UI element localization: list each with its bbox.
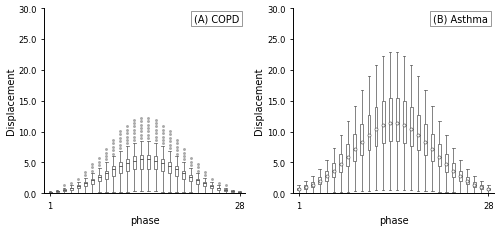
Bar [297,188,300,191]
Bar [473,182,476,187]
Bar [168,163,171,173]
Bar [304,185,307,189]
Bar [140,155,143,169]
Bar [62,189,66,191]
Bar [354,135,356,161]
Bar [56,191,58,192]
Bar [332,163,336,177]
Bar [368,115,370,150]
Bar [410,107,412,146]
Bar [438,145,440,167]
Bar [360,125,364,156]
X-axis label: phase: phase [130,216,160,225]
Bar [126,159,129,171]
Bar [445,155,448,172]
Bar [374,107,378,146]
Y-axis label: Displacement: Displacement [254,68,264,135]
Bar [312,182,314,187]
Bar [175,167,178,176]
Bar [210,185,213,188]
Bar [196,179,199,184]
Bar [466,177,469,184]
Bar [402,101,406,143]
X-axis label: phase: phase [379,216,408,225]
Bar [105,171,108,179]
Bar [452,163,455,177]
Bar [91,179,94,184]
Bar [147,155,150,169]
Bar [70,188,72,190]
Bar [112,167,115,176]
Bar [119,163,122,173]
Y-axis label: Displacement: Displacement [6,68,16,135]
Bar [382,101,384,143]
Bar [98,175,101,182]
Bar [161,159,164,171]
Bar [416,115,420,150]
Bar [346,145,350,167]
Bar [182,171,185,179]
Bar [224,189,227,191]
Bar [154,157,157,170]
Text: (A) COPD: (A) COPD [194,15,240,24]
Bar [396,98,398,141]
Bar [430,135,434,161]
Bar [459,171,462,181]
Bar [424,125,426,156]
Bar [232,191,234,192]
Bar [318,177,322,184]
Bar [218,188,220,190]
Bar [487,188,490,191]
Bar [76,185,80,188]
Bar [388,98,392,141]
Bar [133,157,136,170]
Bar [480,185,483,189]
Bar [326,171,328,181]
Bar [189,175,192,182]
Bar [340,155,342,172]
Text: (B) Asthma: (B) Asthma [433,15,488,24]
Bar [84,182,86,186]
Bar [203,182,206,186]
